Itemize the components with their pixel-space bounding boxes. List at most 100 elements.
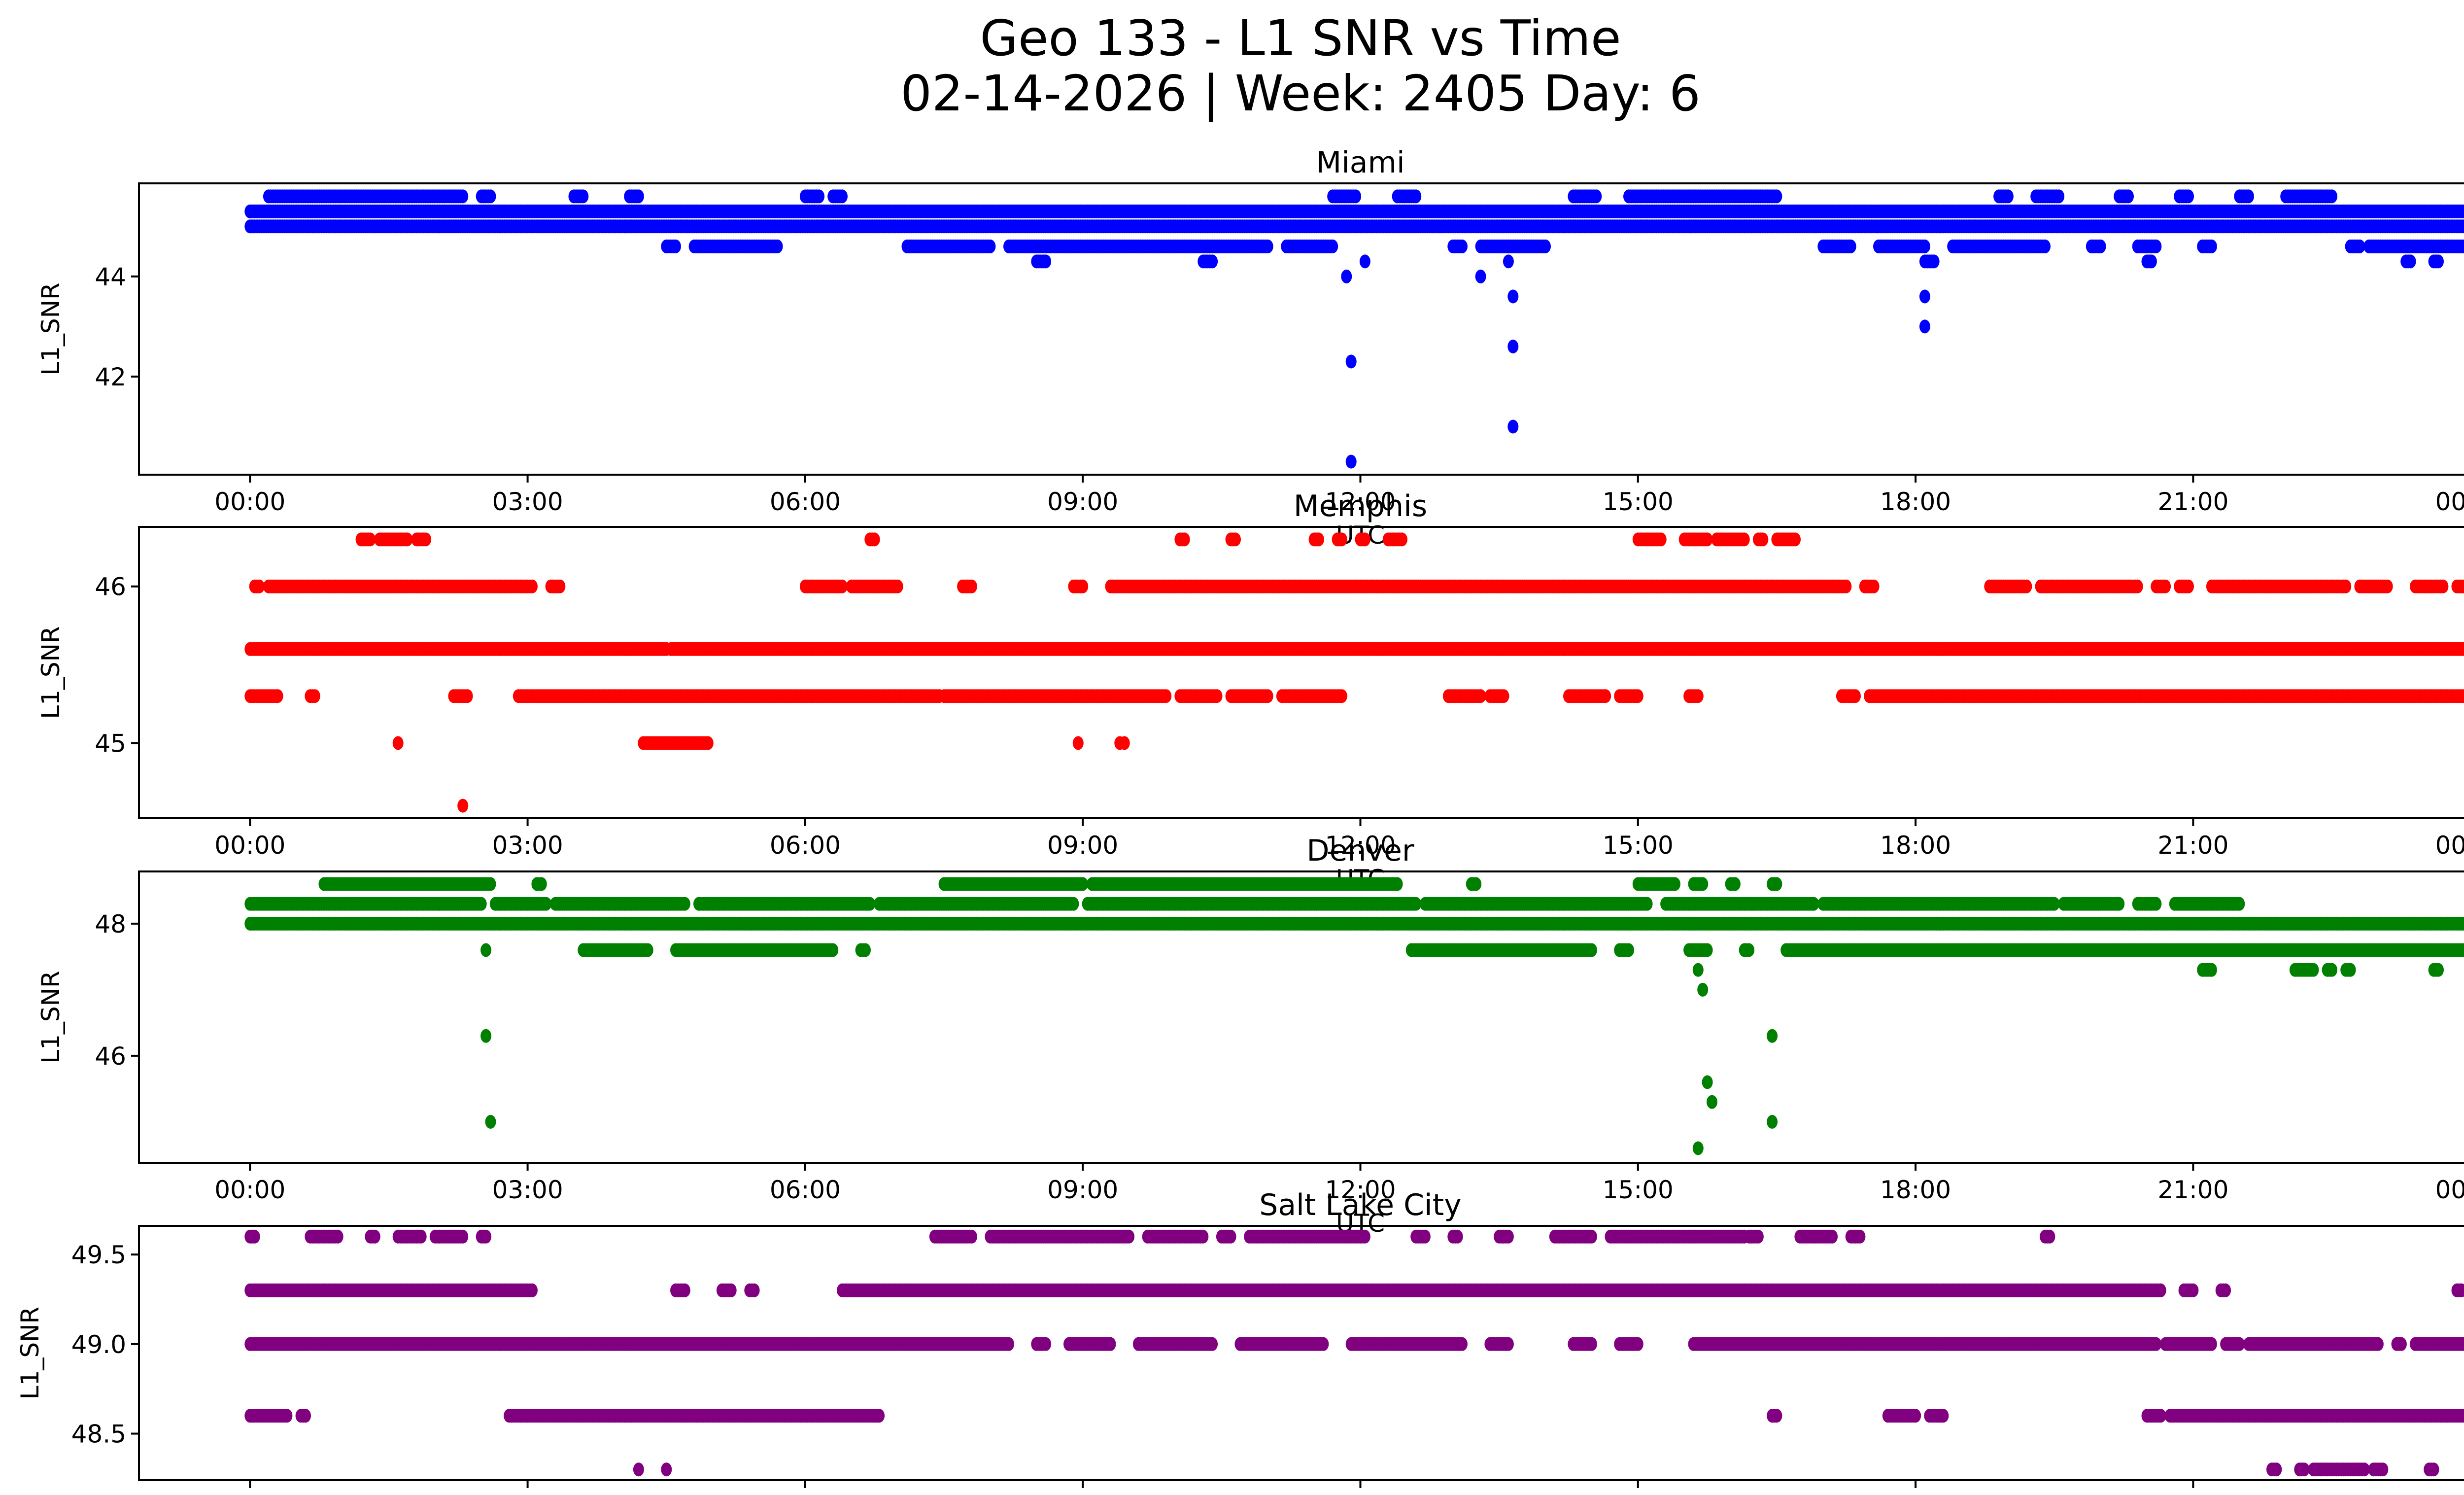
data-point: [2461, 220, 2464, 233]
outlier-point: [1919, 289, 1930, 304]
figure-title-line1: Geo 133 - L1 SNR vs Time: [980, 9, 1621, 67]
data-point: [2461, 205, 2464, 218]
x-tick-label: 12:00: [1325, 487, 1396, 516]
scatter-series: [244, 189, 2464, 469]
data-point: [2340, 579, 2352, 593]
data-point: [772, 239, 783, 253]
outlier-point: [1359, 254, 1370, 269]
data-point: [1692, 689, 1704, 703]
data-point: [365, 532, 376, 547]
data-point: [2206, 239, 2217, 253]
data-point: [1313, 532, 1324, 547]
data-point: [1077, 579, 1089, 593]
data-point: [578, 189, 589, 204]
data-point: [254, 579, 265, 593]
outlier-point: [1475, 269, 1486, 283]
data-point: [2151, 239, 2162, 253]
data-point: [2461, 580, 2464, 593]
figure-title-line2: 02-14-2026 | Week: 2405 Day: 6: [900, 65, 1700, 122]
data-point: [1211, 689, 1223, 703]
x-tick-label: 15:00: [1603, 487, 1674, 516]
data-point: [1327, 239, 1338, 253]
data-point: [2183, 579, 2194, 593]
data-point: [462, 689, 473, 703]
data-point: [2002, 189, 2014, 204]
data-point: [2021, 579, 2032, 593]
data-point: [1336, 532, 1347, 547]
outlier-point: [1507, 289, 1519, 304]
data-point: [2146, 254, 2157, 269]
data-point: [1262, 689, 1273, 703]
y-tick-label: 42: [95, 363, 126, 391]
data-point: [1850, 689, 1861, 703]
data-point: [1359, 532, 1370, 547]
outlier-point: [1507, 419, 1519, 434]
x-tick-label: 00:00: [2435, 487, 2464, 516]
data-point: [1919, 239, 1930, 253]
data-point: [1928, 254, 1940, 269]
data-point: [2160, 579, 2171, 593]
data-point: [1161, 689, 1172, 703]
data-point: [2382, 579, 2393, 593]
data-point: [2040, 239, 2051, 253]
x-tick-label: 03:00: [492, 487, 563, 516]
subplot-title: Miami: [1316, 145, 1404, 180]
data-point: [2461, 642, 2464, 656]
y-axis-label: L1_SNR: [36, 282, 65, 376]
data-point: [1230, 532, 1241, 547]
data-point: [309, 689, 320, 703]
data-point: [2095, 239, 2106, 253]
outlier-point: [1345, 454, 1357, 469]
y-tick-label: 44: [95, 263, 126, 291]
data-point: [633, 189, 644, 204]
data-point: [485, 189, 496, 204]
subplot-title: Memphis: [1294, 489, 1427, 523]
data-point: [2132, 579, 2143, 593]
data-point: [2461, 240, 2464, 253]
data-point: [837, 189, 848, 204]
data-point: [869, 532, 880, 547]
data-point: [1410, 189, 1422, 204]
data-point: [2354, 239, 2365, 253]
data-point: [670, 239, 681, 253]
data-point: [1600, 689, 1611, 703]
data-point: [1040, 254, 1052, 269]
data-point: [2461, 690, 2464, 703]
data-point: [2243, 189, 2254, 204]
data-point: [420, 532, 432, 547]
x-tick-label: 18:00: [1880, 487, 1951, 516]
data-point: [1179, 532, 1190, 547]
data-point: [1336, 689, 1347, 703]
outlier-point: [1345, 354, 1357, 369]
data-point: [1262, 239, 1273, 253]
x-tick-label: 09:00: [1047, 487, 1118, 516]
data-point: [892, 579, 903, 593]
outlier-point: [1919, 319, 1930, 334]
data-point: [554, 579, 566, 593]
data-point: [1591, 189, 1602, 204]
data-point: [272, 689, 283, 703]
data-point: [1868, 579, 1880, 593]
data-point: [814, 189, 825, 204]
data-point: [2405, 254, 2416, 269]
data-point: [1397, 532, 1407, 547]
x-tick-label: 00:00: [214, 487, 285, 516]
data-point: [966, 579, 977, 593]
data-point: [2053, 189, 2065, 204]
data-point: [2433, 254, 2444, 269]
data-point: [1475, 689, 1486, 703]
data-point: [2183, 189, 2194, 204]
data-point: [1771, 189, 1782, 204]
data-point: [457, 189, 469, 204]
data-point: [1457, 239, 1468, 253]
data-point: [837, 579, 848, 593]
scatter-series: [244, 532, 2464, 813]
data-point: [1207, 254, 1218, 269]
data-point: [402, 532, 413, 547]
data-point: [1845, 239, 1856, 253]
data-point: [1350, 189, 1362, 204]
